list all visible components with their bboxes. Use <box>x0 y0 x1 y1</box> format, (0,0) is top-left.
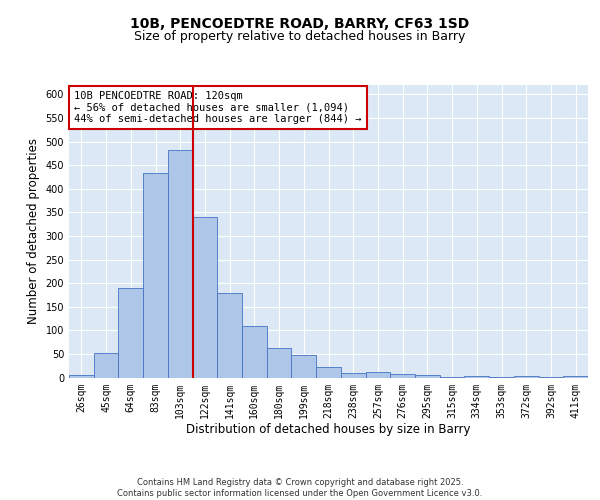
Bar <box>563 376 588 378</box>
Bar <box>514 376 539 378</box>
Bar <box>292 356 316 378</box>
Bar <box>464 376 489 378</box>
Bar <box>365 372 390 378</box>
X-axis label: Distribution of detached houses by size in Barry: Distribution of detached houses by size … <box>186 423 471 436</box>
Bar <box>168 150 193 378</box>
Bar <box>316 366 341 378</box>
Bar <box>341 374 365 378</box>
Bar <box>118 288 143 378</box>
Text: Contains HM Land Registry data © Crown copyright and database right 2025.
Contai: Contains HM Land Registry data © Crown c… <box>118 478 482 498</box>
Bar <box>217 292 242 378</box>
Bar <box>94 353 118 378</box>
Text: Size of property relative to detached houses in Barry: Size of property relative to detached ho… <box>134 30 466 43</box>
Bar <box>193 217 217 378</box>
Bar <box>69 375 94 378</box>
Bar <box>242 326 267 378</box>
Y-axis label: Number of detached properties: Number of detached properties <box>27 138 40 324</box>
Bar <box>390 374 415 378</box>
Bar <box>267 348 292 378</box>
Bar <box>415 375 440 378</box>
Text: 10B PENCOEDTRE ROAD: 120sqm
← 56% of detached houses are smaller (1,094)
44% of : 10B PENCOEDTRE ROAD: 120sqm ← 56% of det… <box>74 91 362 124</box>
Bar <box>143 173 168 378</box>
Text: 10B, PENCOEDTRE ROAD, BARRY, CF63 1SD: 10B, PENCOEDTRE ROAD, BARRY, CF63 1SD <box>130 18 470 32</box>
